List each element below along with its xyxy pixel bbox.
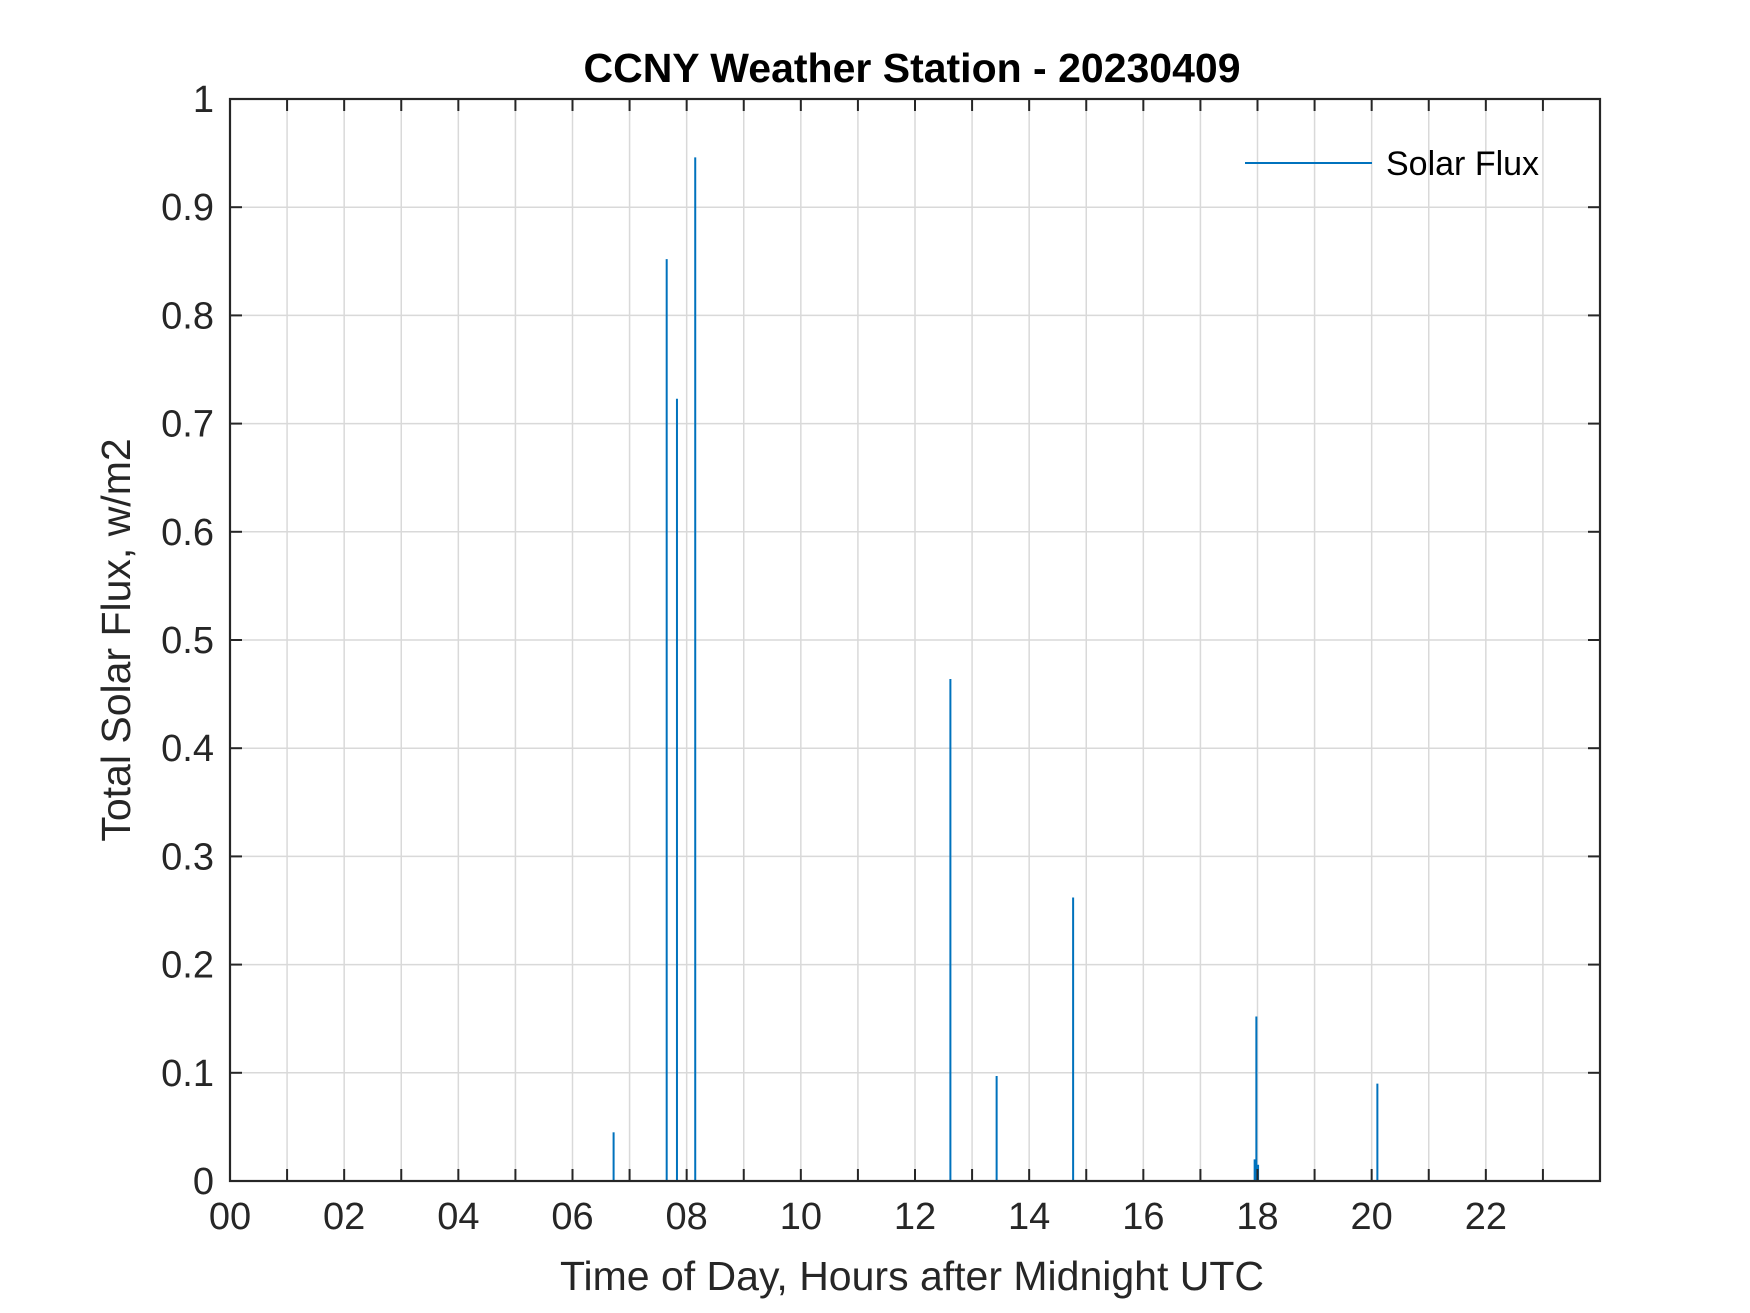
- x-axis-label: Time of Day, Hours after Midnight UTC: [560, 1253, 1264, 1299]
- x-tick-label: 00: [209, 1196, 251, 1238]
- x-tick-label: 02: [323, 1196, 365, 1238]
- x-tick-label: 18: [1236, 1196, 1278, 1238]
- y-tick-label: 0.6: [161, 512, 214, 554]
- y-tick-label: 0.4: [161, 728, 214, 770]
- x-tick-label: 10: [780, 1196, 822, 1238]
- grid-layer: [230, 99, 1600, 1181]
- y-tick-label: 0.2: [161, 945, 214, 987]
- y-tick-label: 0.5: [161, 620, 214, 662]
- y-tick-label: 0.1: [161, 1053, 214, 1095]
- y-tick-label: 0.9: [161, 187, 214, 229]
- x-tick-label: 04: [437, 1196, 479, 1238]
- tick-labels-layer: 00 02 04 06 08 10 12 14 16 18 20 22 0 0.1 0.2 0.3 0.4 0.5…: [161, 79, 1507, 1238]
- y-tick-label: 0: [193, 1161, 214, 1203]
- x-tick-label: 22: [1465, 1196, 1507, 1238]
- legend-label-solar-flux: Solar Flux: [1386, 145, 1539, 183]
- y-tick-label: 0.8: [161, 295, 214, 337]
- x-tick-label: 16: [1122, 1196, 1164, 1238]
- x-tick-label: 06: [551, 1196, 593, 1238]
- ticks-layer: [229, 98, 1600, 1182]
- x-tick-label: 20: [1351, 1196, 1393, 1238]
- y-axis-label: Total Solar Flux, w/m2: [93, 438, 139, 841]
- bars-layer: [612, 157, 1379, 1181]
- x-tick-label: 14: [1008, 1196, 1050, 1238]
- chart-title: CCNY Weather Station - 20230409: [583, 45, 1240, 91]
- x-tick-label: 12: [894, 1196, 936, 1238]
- y-tick-label: 0.3: [161, 836, 214, 878]
- y-tick-label: 1: [193, 79, 214, 121]
- y-tick-label: 0.7: [161, 404, 214, 446]
- x-tick-label: 08: [666, 1196, 708, 1238]
- legend: Solar Flux: [1245, 145, 1539, 183]
